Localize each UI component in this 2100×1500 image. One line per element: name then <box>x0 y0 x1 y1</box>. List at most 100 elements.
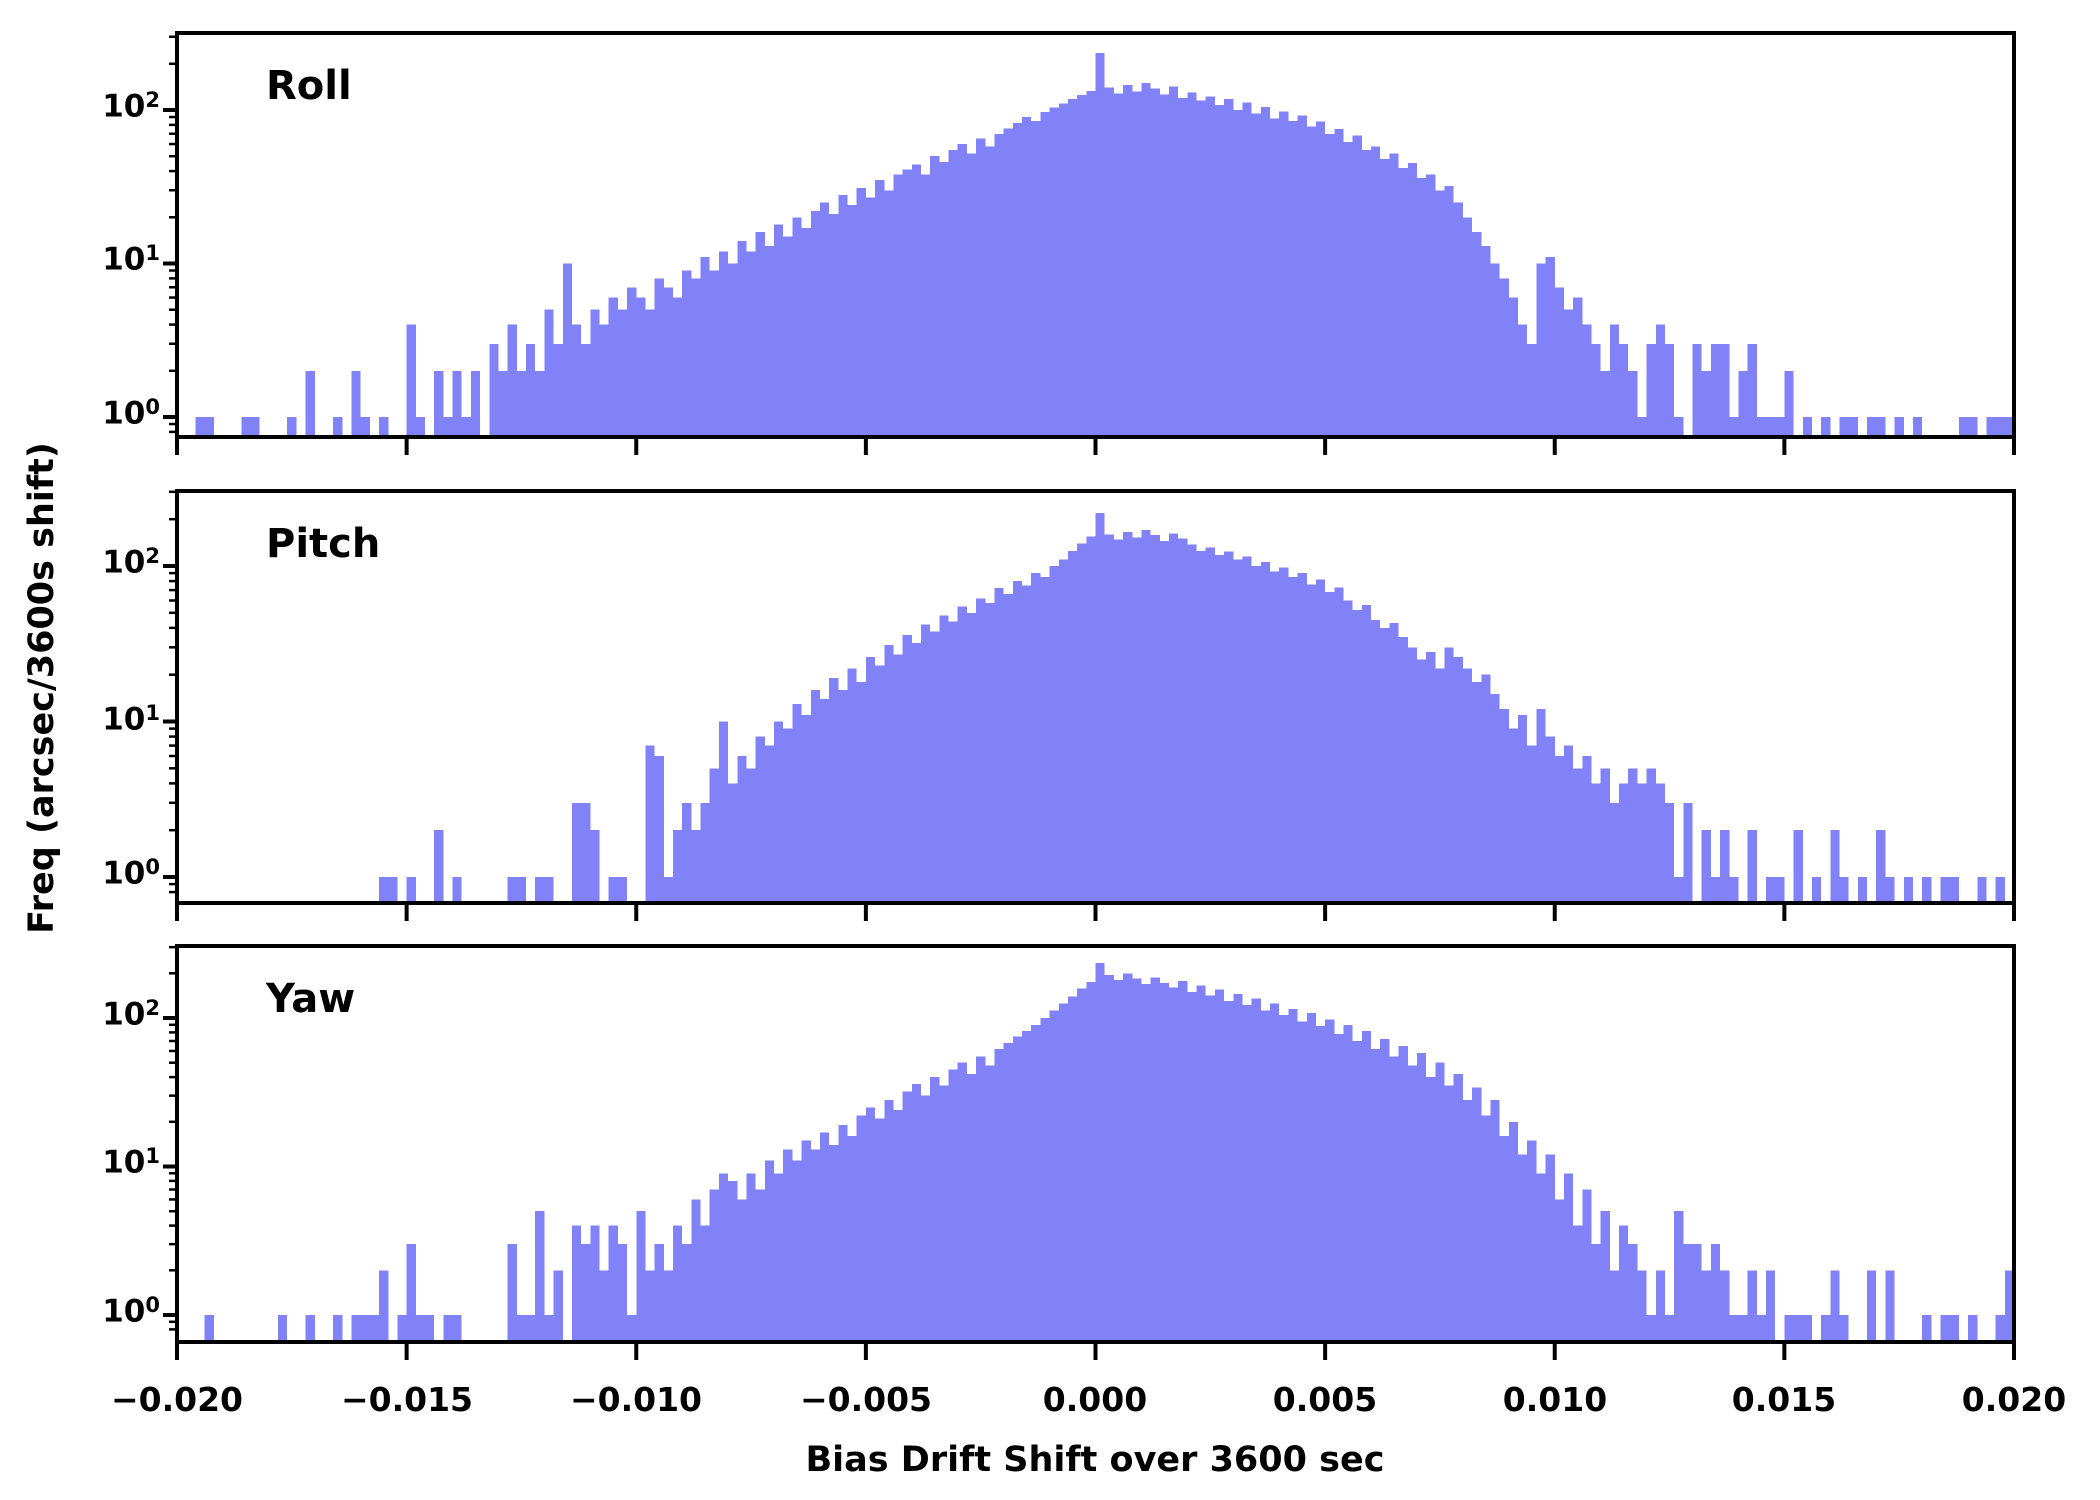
histogram-bar <box>966 153 977 437</box>
histogram-bar <box>764 246 775 437</box>
histogram-bar <box>1839 877 1849 903</box>
histogram-bar <box>1518 1154 1528 1342</box>
histogram-bar <box>1104 87 1114 437</box>
histogram-bar <box>1141 530 1151 903</box>
histogram-bar <box>636 1211 646 1342</box>
histogram-bar <box>1637 783 1647 903</box>
histogram-bar <box>1113 93 1124 437</box>
histogram-bar <box>654 756 664 903</box>
histogram-bar <box>1563 1173 1574 1342</box>
histogram-bar <box>1692 1244 1702 1342</box>
histogram-bar <box>581 1244 591 1342</box>
histogram-bar <box>1058 1003 1068 1342</box>
histogram-bar <box>1545 257 1555 437</box>
histogram-bar <box>1499 278 1509 437</box>
histogram-bar <box>801 715 811 903</box>
histogram-bar <box>691 830 701 903</box>
histogram-bar <box>654 1244 664 1342</box>
panel-frame <box>175 489 2016 905</box>
histogram-bar <box>957 1062 967 1342</box>
histogram-bar <box>195 417 205 437</box>
histogram-bar <box>1022 117 1032 438</box>
histogram-bar <box>746 768 756 903</box>
histogram-bar <box>792 1160 802 1342</box>
histogram-bar <box>1380 1039 1390 1342</box>
histogram-bar <box>1407 1065 1417 1342</box>
histogram-bar <box>1793 830 1803 903</box>
histogram-bar <box>1481 674 1491 903</box>
histogram-bar <box>1821 417 1831 437</box>
histogram-bar <box>1123 532 1133 903</box>
histogram-bar <box>1049 566 1059 903</box>
histogram-bar <box>810 1149 820 1342</box>
histogram-bar <box>1233 994 1243 1342</box>
histogram-bar <box>507 324 517 437</box>
histogram-bar <box>1132 978 1142 1342</box>
histogram-bar <box>1527 745 1537 903</box>
histogram-bar <box>856 188 866 437</box>
histogram-bar <box>1067 550 1078 903</box>
histogram-bar <box>1141 82 1151 437</box>
histogram-bar <box>1766 417 1776 437</box>
histogram-bar <box>1334 129 1344 437</box>
histogram-bar <box>1031 1024 1041 1342</box>
histogram-bar <box>1416 178 1427 438</box>
histogram-bar <box>1398 167 1408 437</box>
histogram-bar <box>930 631 940 903</box>
histogram-bar <box>1113 980 1124 1342</box>
histogram-bar <box>1490 263 1500 437</box>
histogram-bar <box>672 1225 683 1342</box>
histogram-bar <box>709 768 719 903</box>
x-tick-label: 0.015 <box>1731 1380 1837 1419</box>
histogram-bar <box>1472 681 1482 903</box>
histogram-bar <box>1554 1199 1564 1342</box>
x-tick-label: −0.015 <box>340 1380 474 1419</box>
histogram-bar <box>1306 1013 1316 1342</box>
histogram-bar <box>1756 1315 1767 1342</box>
histogram-bar <box>1178 980 1188 1342</box>
histogram-bar <box>792 703 802 903</box>
histogram-bar <box>654 278 664 437</box>
histogram-bar <box>1821 1315 1831 1342</box>
histogram-bar <box>1573 297 1583 437</box>
histogram-bar <box>966 1073 977 1342</box>
histogram-bar <box>1067 996 1078 1342</box>
histogram-bar <box>1113 539 1124 903</box>
histogram-bar <box>829 1144 839 1342</box>
histogram-bar <box>1554 287 1564 437</box>
histogram-bar <box>1738 370 1748 437</box>
histogram-bar <box>379 1270 389 1342</box>
histogram-bar <box>728 263 738 437</box>
histogram-bar <box>1178 538 1188 903</box>
histogram-bar <box>1499 1136 1509 1342</box>
histogram-bar <box>608 297 618 437</box>
histogram-bar <box>994 1048 1004 1342</box>
histogram-bar <box>305 370 315 437</box>
histogram-bar <box>617 309 628 437</box>
histogram-bar <box>847 205 857 437</box>
histogram-bar <box>535 1211 545 1342</box>
histogram-bar <box>1049 107 1059 437</box>
histogram-bar <box>1123 85 1133 437</box>
histogram-bar <box>663 1270 673 1342</box>
histogram-bar <box>1646 343 1656 437</box>
histogram-bar <box>1462 217 1473 437</box>
histogram-bar <box>691 278 701 437</box>
histogram-bar <box>1710 1244 1721 1342</box>
histogram-bar <box>1398 636 1408 903</box>
histogram-bar <box>1830 1270 1840 1342</box>
histogram-bar <box>1536 709 1546 903</box>
histogram-bar <box>1315 579 1326 903</box>
histogram-bar <box>1022 585 1032 903</box>
histogram-bar <box>875 1118 885 1342</box>
histogram-bar <box>1609 802 1620 903</box>
histogram-bar <box>388 877 398 903</box>
histogram-bar <box>1132 537 1142 903</box>
histogram-bar <box>1857 877 1868 903</box>
histogram-bar <box>1628 370 1638 437</box>
histogram-bar <box>1582 756 1592 903</box>
histogram-bar <box>1600 1211 1610 1342</box>
histogram-bar <box>966 612 977 903</box>
histogram-bar <box>1067 98 1078 437</box>
